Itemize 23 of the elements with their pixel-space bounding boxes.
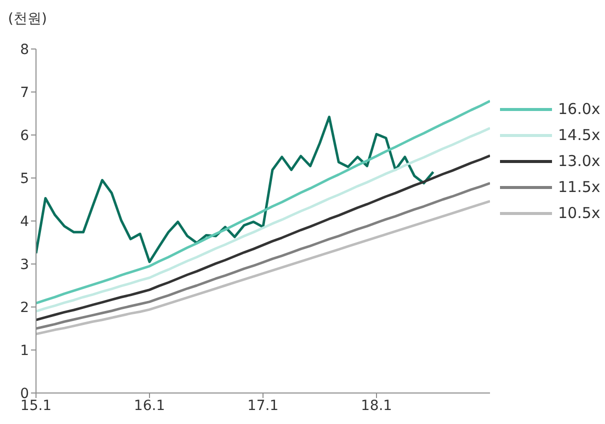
x-tick-label: 15.1 bbox=[20, 398, 52, 414]
line-series bbox=[36, 100, 490, 304]
y-tick-label: 6 bbox=[20, 128, 30, 144]
y-tick-label: 2 bbox=[20, 300, 29, 316]
line-series bbox=[36, 126, 490, 313]
line-series bbox=[36, 200, 490, 336]
line-series bbox=[36, 154, 490, 322]
y-tick-label: 5 bbox=[20, 170, 29, 187]
x-tick-label: 17.1 bbox=[247, 398, 279, 414]
line-series bbox=[36, 116, 434, 264]
y-tick-label: 1 bbox=[20, 342, 29, 359]
legend-label: 13.0x bbox=[558, 152, 600, 170]
x-tick-label: 16.1 bbox=[134, 398, 166, 414]
y-axis-title: (천원) bbox=[8, 10, 47, 28]
legend-label: 11.5x bbox=[558, 178, 600, 196]
legend-label: 16.0x bbox=[558, 100, 600, 118]
x-tick-label: 18.1 bbox=[360, 398, 392, 414]
y-tick-label: 3 bbox=[20, 256, 29, 273]
y-tick-label: 8 bbox=[20, 42, 29, 58]
legend-label: 14.5x bbox=[558, 126, 600, 144]
legend-label: 10.5x bbox=[558, 204, 600, 222]
y-tick-label: 7 bbox=[20, 84, 29, 101]
y-tick-label: 4 bbox=[20, 214, 30, 230]
